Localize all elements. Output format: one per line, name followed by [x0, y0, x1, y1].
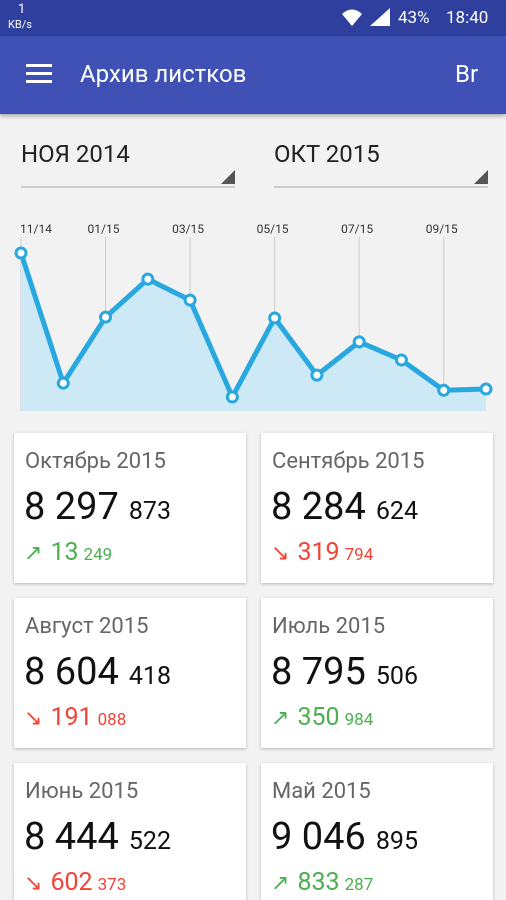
from-label: НОЯ 2014	[21, 140, 130, 168]
to-dropdown[interactable]: ОКТ 2015	[274, 140, 488, 188]
menu-button[interactable]	[26, 64, 52, 84]
toolbar: Архив листков Br	[0, 36, 506, 114]
x-tick-label: 07/15	[341, 222, 373, 236]
card-title: Май 2015	[272, 779, 371, 804]
card-change: ↘ 319 794	[271, 538, 373, 567]
value-minor: 418	[128, 662, 172, 691]
x-tick-label: 01/15	[88, 222, 120, 236]
card-change: ↗ 350 984	[271, 703, 373, 732]
point	[268, 311, 282, 325]
card-value: 8 795 506	[271, 650, 418, 694]
point	[141, 272, 155, 286]
change-minor: 373	[97, 875, 127, 895]
area	[21, 253, 486, 411]
point	[56, 376, 70, 390]
change-major: 319	[297, 538, 340, 567]
change-minor: 088	[97, 710, 127, 730]
chart: 11/14 01/15 03/15 05/15 07/15 09/15	[14, 222, 493, 411]
x-tick-label: 03/15	[172, 222, 204, 236]
card-change: ↗ 13 249	[24, 538, 112, 567]
month-card[interactable]: Июнь 2015 8 444 522 ↘ 602 373	[14, 763, 246, 900]
value-minor: 624	[375, 497, 419, 526]
value-major: 8 297	[24, 485, 119, 529]
month-card[interactable]: Август 2015 8 604 418 ↘ 191 088	[14, 598, 246, 748]
point	[352, 335, 366, 349]
change-major: 191	[50, 703, 93, 732]
change-major: 833	[297, 868, 340, 897]
month-card[interactable]: Сентябрь 2015 8 284 624 ↘ 319 794	[261, 433, 493, 583]
value-minor: 506	[375, 662, 419, 691]
change-arrow: ↗	[24, 541, 43, 566]
point	[437, 383, 451, 397]
card-value: 9 046 895	[271, 815, 418, 859]
value-major: 8 284	[271, 485, 366, 529]
point	[479, 382, 493, 396]
point	[183, 293, 197, 307]
value-major: 9 046	[271, 815, 366, 859]
from-dropdown[interactable]: НОЯ 2014	[21, 140, 235, 188]
card-title: Июнь 2015	[25, 779, 139, 804]
point	[394, 353, 408, 367]
net-unit: KB/s	[8, 18, 32, 31]
change-major: 602	[50, 868, 93, 897]
change-minor: 287	[344, 875, 374, 895]
change-minor: 249	[83, 545, 113, 565]
change-minor: 984	[344, 710, 374, 730]
month-card[interactable]: Июль 2015 8 795 506 ↗ 350 984	[261, 598, 493, 748]
x-tick-label: 05/15	[257, 222, 289, 236]
status-icons	[342, 8, 390, 26]
card-value: 8 297 873	[24, 485, 171, 529]
card-value: 8 604 418	[24, 650, 171, 694]
value-minor: 522	[128, 827, 172, 856]
x-tick-label: 09/15	[426, 222, 458, 236]
card-title: Июль 2015	[272, 614, 386, 639]
point	[14, 246, 28, 260]
value-major: 8 604	[24, 650, 119, 694]
card-value: 8 284 624	[271, 485, 418, 529]
point	[99, 310, 113, 324]
card-value: 8 444 522	[24, 815, 171, 859]
change-arrow: ↘	[24, 706, 43, 731]
card-change: ↗ 833 287	[271, 868, 373, 897]
point	[225, 390, 239, 404]
month-card[interactable]: Октябрь 2015 8 297 873 ↗ 13 249	[14, 433, 246, 583]
change-major: 350	[297, 703, 340, 732]
value-minor: 873	[128, 497, 172, 526]
to-label: ОКТ 2015	[274, 140, 380, 168]
line	[18, 252, 487, 400]
value-minor: 895	[375, 827, 419, 856]
month-card[interactable]: Май 2015 9 046 895 ↗ 833 287	[261, 763, 493, 900]
net-speed: 1	[18, 2, 26, 17]
change-minor: 794	[344, 545, 374, 565]
card-change: ↘ 602 373	[24, 868, 126, 897]
card-title: Октябрь 2015	[25, 449, 166, 474]
change-arrow: ↘	[271, 541, 290, 566]
card-title: Август 2015	[25, 614, 149, 639]
change-arrow: ↗	[271, 871, 290, 896]
status-bar: 1 KB/s 43% 18:40	[0, 0, 506, 36]
card-change: ↘ 191 088	[24, 703, 126, 732]
change-arrow: ↗	[271, 706, 290, 731]
clock: 18:40	[446, 8, 489, 28]
value-major: 8 444	[24, 815, 119, 859]
currency-button[interactable]: Br	[455, 60, 479, 88]
value-major: 8 795	[271, 650, 366, 694]
card-title: Сентябрь 2015	[272, 449, 425, 474]
change-major: 13	[50, 538, 79, 567]
battery: 43%	[398, 8, 430, 28]
change-arrow: ↘	[24, 871, 43, 896]
toolbar-title: Архив листков	[80, 60, 247, 88]
x-tick-label: 11/14	[20, 222, 52, 236]
point	[310, 368, 324, 382]
